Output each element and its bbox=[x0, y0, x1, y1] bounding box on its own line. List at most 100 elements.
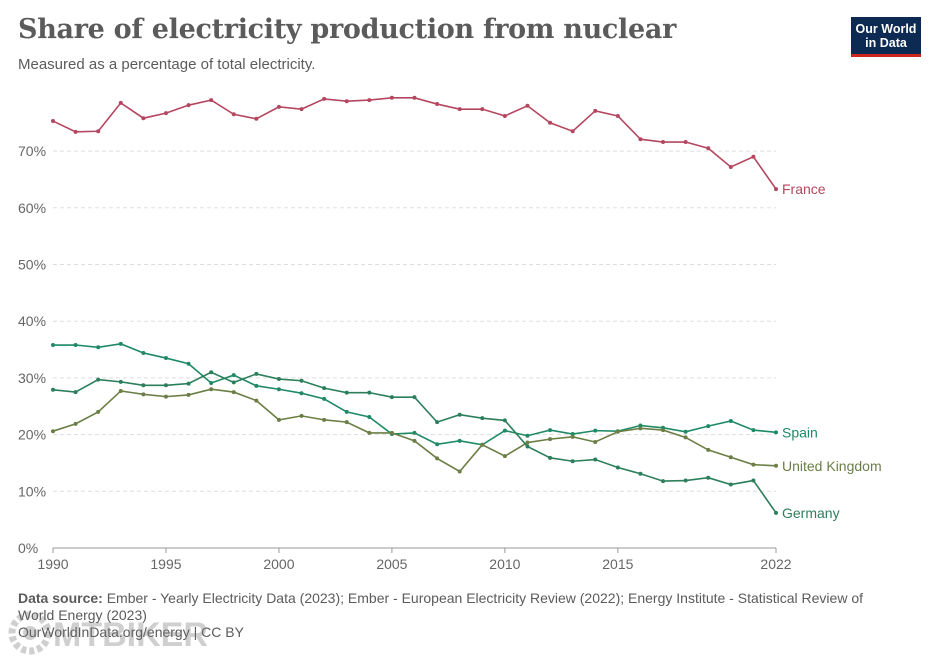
series-label-france: France bbox=[782, 181, 826, 197]
data-point-france bbox=[638, 137, 643, 142]
series-label-spain: Spain bbox=[782, 424, 818, 440]
data-point-spain bbox=[186, 361, 191, 366]
data-point-united-kingdom bbox=[322, 417, 327, 422]
data-point-germany bbox=[51, 387, 55, 392]
series-label-germany: Germany bbox=[782, 505, 840, 521]
data-point-united-kingdom bbox=[457, 469, 462, 474]
x-tick-label: 1990 bbox=[37, 556, 68, 572]
data-point-spain bbox=[96, 345, 101, 350]
data-point-united-kingdom bbox=[389, 430, 394, 435]
data-point-france bbox=[163, 111, 168, 116]
data-point-germany bbox=[389, 395, 394, 400]
data-point-united-kingdom bbox=[186, 392, 191, 397]
y-tick-label: 10% bbox=[18, 483, 46, 499]
data-point-germany bbox=[593, 457, 598, 462]
y-tick-label: 30% bbox=[18, 370, 46, 386]
data-point-germany bbox=[254, 371, 259, 376]
data-point-france bbox=[548, 120, 553, 125]
data-point-spain bbox=[367, 415, 372, 420]
data-point-germany bbox=[751, 478, 756, 483]
data-point-united-kingdom bbox=[367, 430, 372, 435]
data-point-germany bbox=[163, 383, 168, 388]
data-point-spain bbox=[141, 350, 146, 355]
data-point-france bbox=[593, 108, 598, 113]
data-point-france bbox=[186, 103, 191, 108]
data-point-spain bbox=[502, 428, 507, 433]
x-tick-label: 1995 bbox=[150, 556, 181, 572]
owid-logo[interactable]: Our World in Data bbox=[851, 17, 921, 57]
data-point-united-kingdom bbox=[96, 409, 101, 414]
data-point-germany bbox=[728, 482, 733, 487]
data-point-spain bbox=[774, 430, 778, 435]
data-point-spain bbox=[638, 423, 643, 428]
data-point-germany bbox=[525, 444, 530, 449]
data-point-germany bbox=[73, 390, 78, 395]
y-tick-label: 40% bbox=[18, 313, 46, 329]
data-point-united-kingdom bbox=[51, 429, 55, 434]
data-point-france bbox=[231, 112, 236, 117]
data-point-germany bbox=[276, 377, 281, 382]
series-line-united-kingdom bbox=[52, 388, 777, 473]
data-point-germany bbox=[480, 416, 485, 421]
data-point-united-kingdom bbox=[774, 463, 778, 468]
chart-title: Share of electricity production from nuc… bbox=[18, 14, 677, 45]
source-label: Data source: bbox=[18, 590, 103, 606]
data-point-spain bbox=[706, 424, 711, 429]
data-point-united-kingdom bbox=[615, 429, 620, 434]
data-point-france bbox=[51, 119, 55, 124]
data-point-spain bbox=[548, 428, 553, 433]
data-point-france bbox=[457, 107, 462, 112]
data-point-germany bbox=[118, 379, 123, 384]
data-point-germany bbox=[435, 420, 440, 425]
data-point-france bbox=[570, 129, 575, 134]
data-point-spain bbox=[322, 396, 327, 401]
y-tick-label: 60% bbox=[18, 200, 46, 216]
data-point-united-kingdom bbox=[683, 435, 688, 440]
data-point-germany bbox=[706, 475, 711, 480]
watermark-logo: MTBIKER bbox=[8, 611, 208, 655]
data-point-germany bbox=[774, 510, 778, 515]
data-point-germany bbox=[457, 412, 462, 417]
data-point-spain bbox=[209, 381, 214, 386]
data-point-france bbox=[706, 146, 711, 151]
data-point-united-kingdom bbox=[638, 426, 643, 431]
data-point-united-kingdom bbox=[254, 398, 259, 403]
data-point-spain bbox=[118, 341, 123, 346]
data-point-france bbox=[118, 100, 123, 105]
data-point-united-kingdom bbox=[118, 388, 123, 393]
data-point-france bbox=[525, 103, 530, 108]
x-tick-label: 2022 bbox=[760, 556, 791, 572]
data-point-germany bbox=[412, 395, 417, 400]
data-point-germany bbox=[209, 370, 214, 375]
data-point-france bbox=[502, 113, 507, 118]
series-line-france bbox=[52, 97, 777, 190]
y-tick-label: 50% bbox=[18, 257, 46, 273]
data-point-germany bbox=[661, 479, 666, 484]
data-point-united-kingdom bbox=[299, 413, 304, 418]
data-point-france bbox=[615, 113, 620, 118]
data-point-united-kingdom bbox=[525, 440, 530, 445]
data-point-united-kingdom bbox=[502, 454, 507, 459]
logo-line-2: in Data bbox=[865, 36, 907, 50]
data-point-united-kingdom bbox=[751, 462, 756, 467]
y-tick-label: 70% bbox=[18, 143, 46, 159]
data-point-spain bbox=[435, 442, 440, 447]
data-point-spain bbox=[593, 428, 598, 433]
data-point-spain bbox=[299, 391, 304, 396]
data-point-germany bbox=[299, 378, 304, 383]
data-point-spain bbox=[276, 387, 281, 392]
y-tick-label: 0% bbox=[18, 540, 38, 556]
data-point-germany bbox=[322, 386, 327, 391]
url-license[interactable]: OurWorldInData.org/energy | CC BY bbox=[18, 624, 244, 640]
data-point-germany bbox=[638, 471, 643, 476]
data-point-france bbox=[751, 154, 756, 159]
x-tick-label: 2015 bbox=[602, 556, 633, 572]
data-point-germany bbox=[615, 465, 620, 470]
data-point-germany bbox=[683, 478, 688, 483]
data-point-united-kingdom bbox=[73, 421, 78, 426]
data-point-france bbox=[661, 140, 666, 145]
data-point-germany bbox=[548, 455, 553, 460]
source-text: Ember - Yearly Electricity Data (2023); … bbox=[18, 590, 864, 623]
data-point-united-kingdom bbox=[231, 390, 236, 395]
x-tick-label: 2010 bbox=[489, 556, 520, 572]
